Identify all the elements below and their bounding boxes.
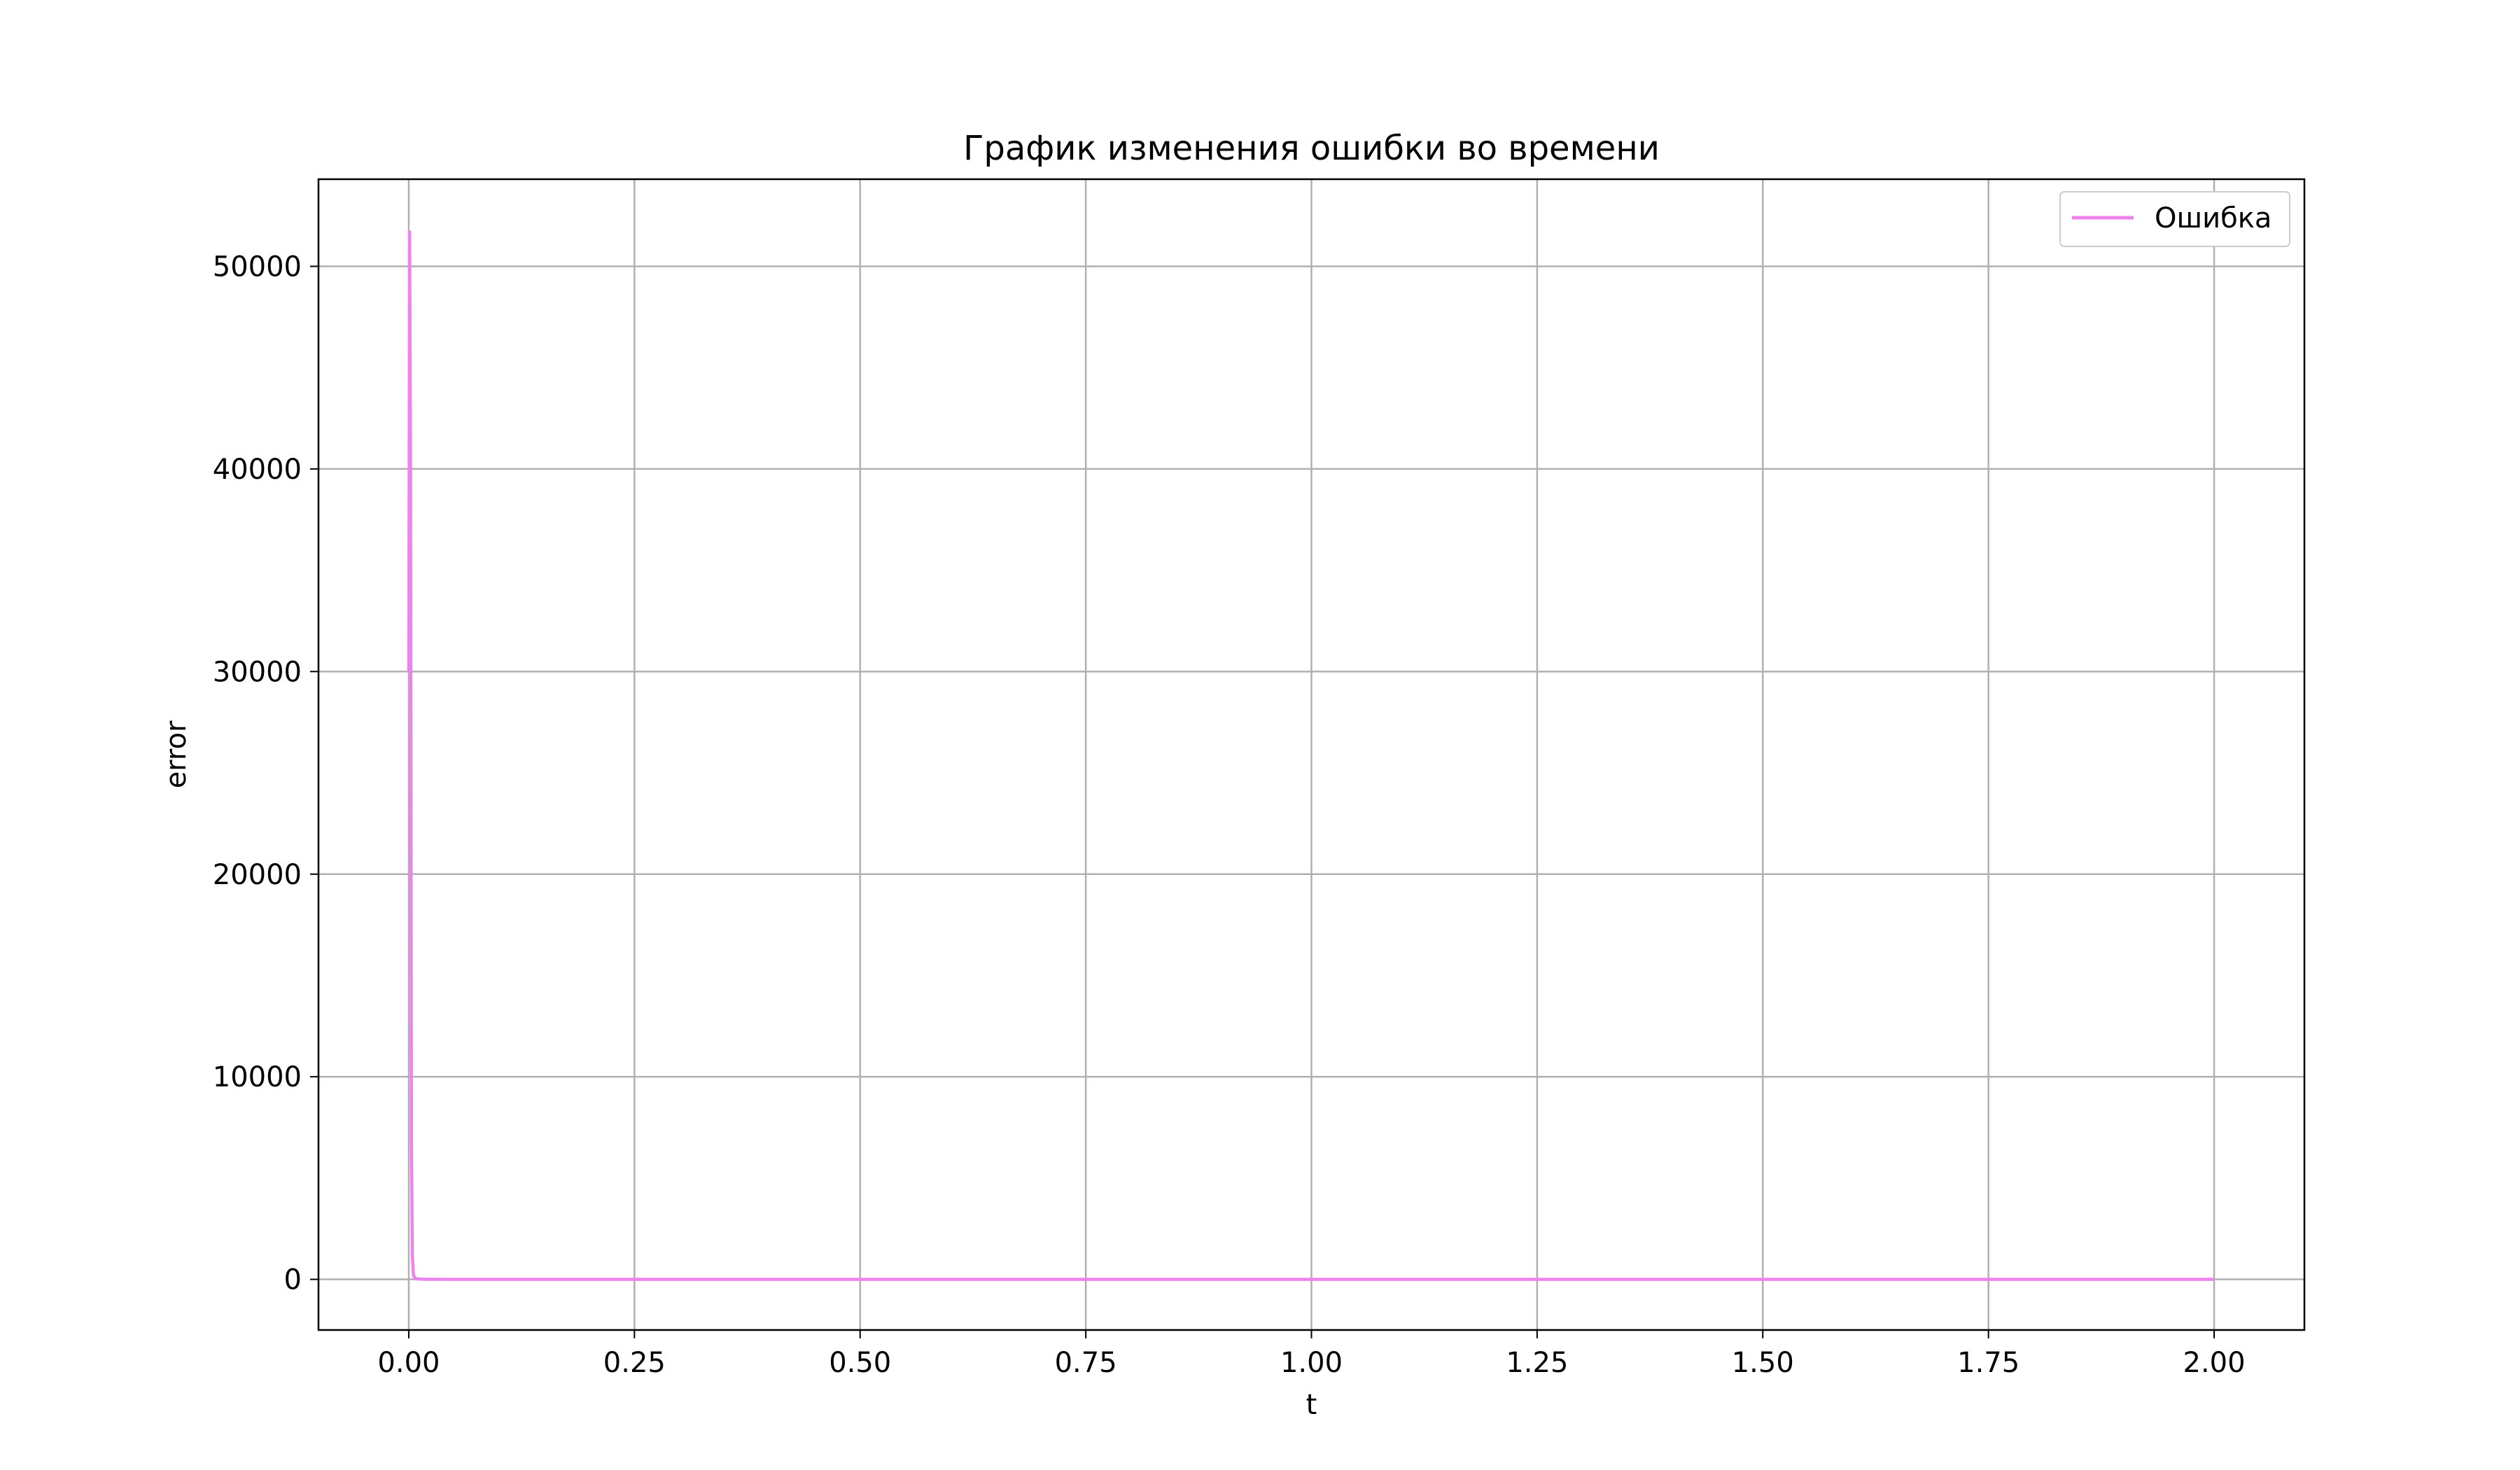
x-tick-label: 1.25 <box>1506 1347 1568 1379</box>
x-tick-label: 1.50 <box>1732 1347 1794 1379</box>
x-tick-label: 0.75 <box>1055 1347 1117 1379</box>
x-tick-label: 1.00 <box>1280 1347 1343 1379</box>
series-line <box>407 230 2214 1281</box>
y-axis-title: error <box>160 720 192 788</box>
x-axis-title: t <box>1306 1389 1317 1421</box>
legend-box <box>2059 191 2290 247</box>
series-layer <box>407 230 2214 1281</box>
y-tick-label: 30000 <box>213 656 302 688</box>
y-tick-label: 20000 <box>213 859 302 891</box>
x-tick-label: 0.00 <box>377 1347 440 1379</box>
y-tick-label: 40000 <box>213 454 302 486</box>
legend: Ошибка <box>2059 191 2290 247</box>
x-tick-label: 2.00 <box>2183 1347 2246 1379</box>
x-tick-label: 1.75 <box>1957 1347 2019 1379</box>
y-tick-label: 50000 <box>213 251 302 283</box>
x-tick-label: 0.50 <box>829 1347 891 1379</box>
chart-title: График изменения ошибки во времени <box>963 129 1660 168</box>
legend-label: Ошибка <box>2155 202 2272 234</box>
ticks: 0.00 0.25 0.50 0.75 1.00 1.25 1.50 1.75 2.00 0 100… <box>213 251 2246 1379</box>
x-tick-label: 0.25 <box>603 1347 666 1379</box>
y-tick-label: 10000 <box>213 1061 302 1093</box>
y-tick-label: 0 <box>284 1264 302 1296</box>
